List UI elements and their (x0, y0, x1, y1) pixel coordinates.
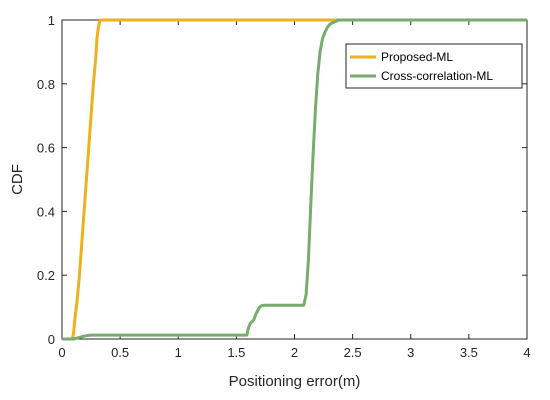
series-line-cross-correlation-ml (62, 18, 527, 341)
x-tick-label: 3 (407, 345, 414, 360)
legend-box (345, 43, 523, 89)
y-axis-label: CDF (9, 164, 26, 195)
series-lines (62, 18, 527, 341)
series-line-proposed-ml (62, 18, 527, 341)
x-axis: 0 0.5 1 1.5 2 2.5 3 3.5 4 (58, 20, 531, 360)
y-tick-label: 0 (48, 332, 55, 347)
legend-entry-proposed-ml: Proposed-ML (381, 50, 453, 64)
y-tick-label: 0.6 (37, 141, 55, 156)
x-tick-label: 2.5 (344, 345, 362, 360)
y-tick-label: 0.4 (37, 204, 55, 219)
x-tick-label: 0 (58, 345, 65, 360)
y-tick-label: 0.8 (37, 77, 55, 92)
x-axis-label: Positioning error(m) (229, 373, 361, 390)
x-tick-label: 4 (523, 345, 530, 360)
legend: Proposed-ML Cross-correlation-ML (345, 43, 523, 89)
x-tick-label: 1.5 (227, 345, 245, 360)
x-tick-label: 3.5 (460, 345, 478, 360)
x-tick-label: 1 (175, 345, 182, 360)
x-tick-label: 0.5 (111, 345, 129, 360)
y-tick-label: 0.2 (37, 268, 55, 283)
x-tick-label: 2 (291, 345, 298, 360)
legend-entry-cross-correlation-ml: Cross-correlation-ML (381, 69, 493, 83)
y-axis: 0 0.2 0.4 0.6 0.8 1 (37, 13, 527, 347)
y-tick-label: 1 (48, 13, 55, 28)
